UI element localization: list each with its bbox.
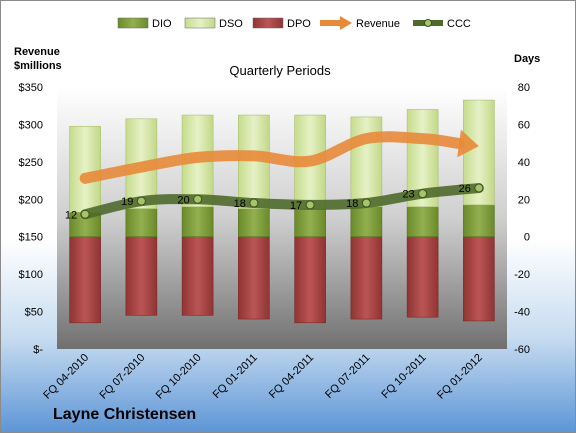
right-axis-tick-label: 40: [518, 157, 530, 169]
right-axis-tick-label: -20: [514, 269, 530, 281]
ccc-data-label: 17: [290, 200, 302, 212]
left-axis-ticks: $- $50 $100 $150 $200 $250 $300 $350: [19, 82, 44, 356]
dio-bar: [238, 208, 270, 238]
legend-item-dso: DSO: [184, 17, 243, 30]
right-axis-title: Days: [514, 53, 540, 65]
dio-bar: [350, 206, 383, 238]
legend-label: DSO: [219, 18, 243, 30]
dio-bar: [125, 208, 158, 238]
right-axis-tick-label: -40: [514, 307, 530, 319]
left-axis-tick-label: $300: [19, 119, 43, 131]
dso-bar: [69, 126, 101, 213]
legend-swatch-ccc-marker: [424, 19, 432, 27]
right-axis-tick-label: -60: [514, 344, 530, 356]
left-axis-tick-label: $350: [19, 82, 43, 94]
dpo-bar: [125, 236, 158, 316]
legend-label: CCC: [447, 18, 471, 30]
right-axis-tick-label: 0: [524, 232, 530, 244]
ccc-line: [80, 183, 484, 220]
revenue-line: [79, 131, 465, 184]
legend-label: Revenue: [356, 18, 400, 30]
left-axis-tick-label: $150: [19, 232, 43, 244]
ccc-marker: [361, 198, 371, 208]
dio-bar: [181, 206, 214, 238]
dso-bar: [350, 116, 383, 208]
legend-item-revenue: Revenue: [320, 16, 400, 30]
ccc-marker: [305, 200, 315, 210]
ccc-data-label: 26: [459, 183, 471, 195]
dio-bar: [406, 206, 439, 238]
legend: DIO DSO DPO Revenue CCC: [117, 16, 471, 30]
right-axis-tick-label: 80: [518, 82, 530, 94]
legend-item-ccc: CCC: [413, 18, 471, 30]
dpo-bar: [406, 236, 439, 318]
ccc-marker: [249, 198, 259, 208]
ccc-layer: 12 19 20 18 17 18 23 26: [65, 183, 484, 221]
legend-item-dio: DIO: [117, 17, 172, 30]
left-axis-title-line-2: $millions: [14, 60, 62, 72]
ccc-marker: [193, 194, 203, 204]
legend-item-dpo: DPO: [252, 17, 311, 30]
dpo-bar: [69, 236, 101, 324]
right-axis-ticks: -60 -40 -20 0 20 40 60 80: [514, 82, 530, 356]
left-axis-tick-label: $250: [19, 157, 43, 169]
legend-swatch-revenue-head: [340, 16, 352, 30]
right-axis-tick-label: 60: [518, 119, 530, 131]
ccc-data-label: 20: [177, 194, 189, 206]
left-axis-tick-label: $-: [33, 344, 43, 356]
right-axis-tick-label: 20: [518, 194, 530, 206]
left-axis-title-line-1: Revenue: [14, 46, 60, 58]
dpo-bar: [238, 236, 270, 320]
legend-swatch-dpo: [252, 17, 284, 29]
legend-label: DPO: [287, 18, 311, 30]
ccc-marker: [136, 196, 146, 206]
ccc-data-label: 18: [234, 198, 246, 210]
legend-swatch-dio: [117, 17, 149, 29]
dio-bar: [294, 208, 326, 238]
chart-title: Quarterly Periods: [229, 63, 331, 78]
ccc-marker: [418, 189, 428, 199]
company-name: Layne Christensen: [53, 406, 196, 423]
revenue-arrowhead: [457, 129, 479, 158]
dpo-bar: [350, 236, 383, 320]
ccc-data-label: 18: [346, 198, 358, 210]
ccc-data-label: 12: [65, 209, 77, 221]
dpo-bar: [294, 236, 326, 324]
left-axis-tick-label: $100: [19, 269, 43, 281]
legend-label: DIO: [152, 18, 172, 30]
plot-area: [57, 87, 507, 349]
left-axis-tick-label: $50: [25, 307, 43, 319]
revenue-layer: [79, 129, 479, 184]
ccc-marker: [474, 183, 484, 193]
dpo-bar: [463, 236, 495, 322]
dio-bar: [463, 204, 495, 238]
legend-swatch-dso: [184, 17, 216, 29]
dpo-bar: [181, 236, 214, 316]
ccc-data-label: 23: [402, 189, 414, 201]
ccc-marker: [80, 209, 90, 219]
left-axis-tick-label: $200: [19, 194, 43, 206]
ccc-data-label: 19: [121, 196, 133, 208]
